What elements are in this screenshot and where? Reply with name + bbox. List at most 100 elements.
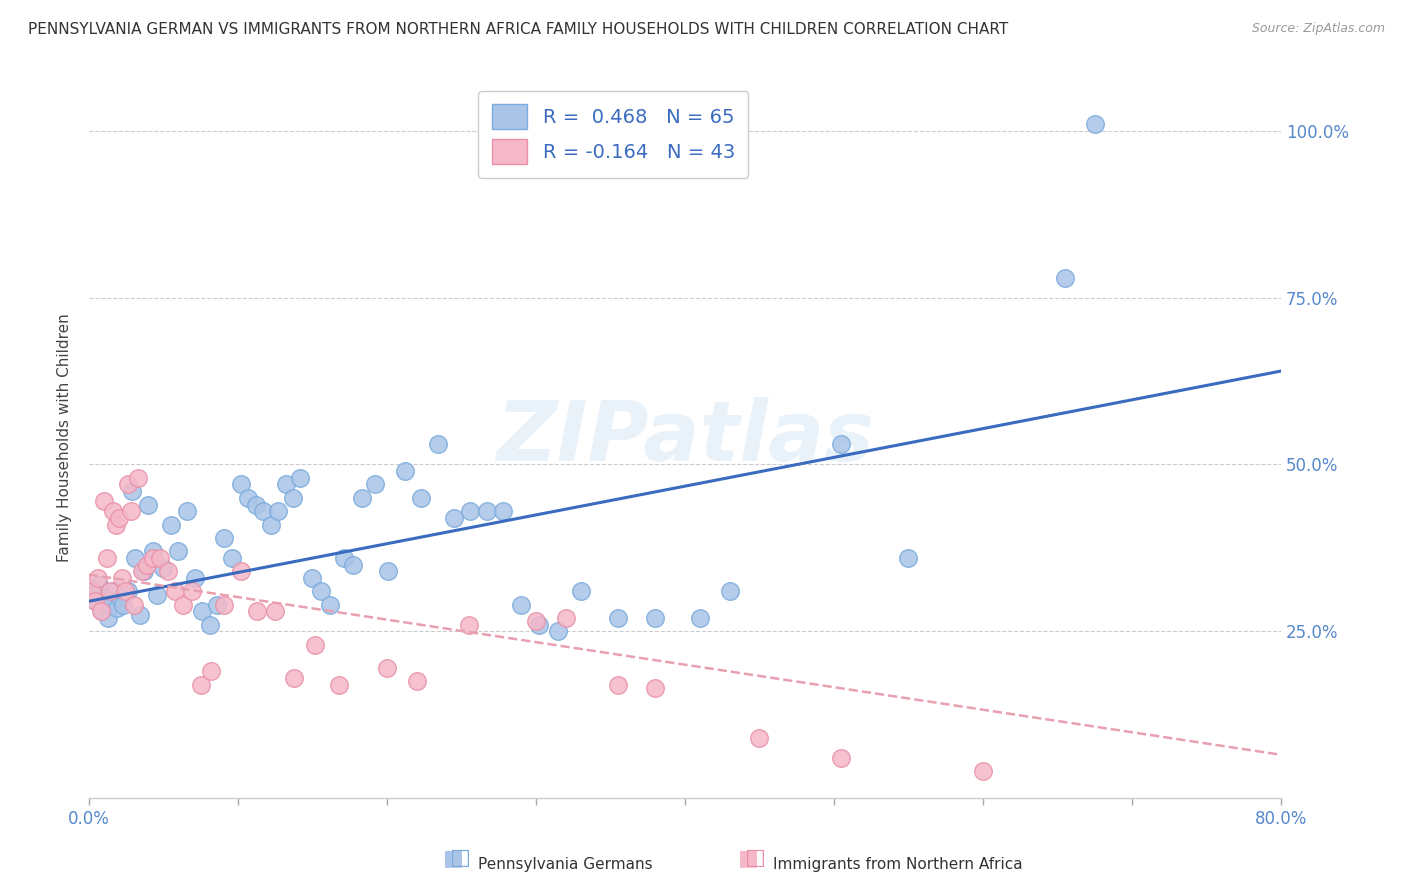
Point xyxy=(89,577,111,591)
Point xyxy=(238,491,260,505)
Point xyxy=(492,504,515,518)
Point xyxy=(190,678,212,692)
Point xyxy=(377,564,399,578)
Point xyxy=(183,571,205,585)
Point xyxy=(205,598,228,612)
Point xyxy=(426,437,449,451)
Point xyxy=(281,491,304,505)
Point xyxy=(1084,117,1107,131)
Point xyxy=(180,584,202,599)
Point xyxy=(1053,270,1076,285)
Point xyxy=(475,504,498,518)
Point xyxy=(176,504,198,518)
Point xyxy=(547,624,569,639)
Point xyxy=(972,764,994,779)
Point xyxy=(107,511,129,525)
Text: ■: ■ xyxy=(738,848,759,868)
Point xyxy=(138,498,160,512)
Point xyxy=(214,598,236,612)
Point xyxy=(290,471,312,485)
Point xyxy=(132,564,155,578)
Point xyxy=(229,477,252,491)
Point xyxy=(121,484,143,499)
Point xyxy=(156,564,179,578)
Point xyxy=(644,611,666,625)
Point xyxy=(443,511,465,525)
Point xyxy=(460,504,482,518)
Point xyxy=(142,544,165,558)
Point xyxy=(897,550,920,565)
Point xyxy=(342,558,364,572)
Point xyxy=(689,611,711,625)
Point xyxy=(274,477,297,491)
Point xyxy=(83,594,105,608)
Point xyxy=(127,471,149,485)
Point xyxy=(120,504,142,518)
Point xyxy=(510,598,533,612)
Text: □: □ xyxy=(745,848,766,868)
Point xyxy=(152,561,174,575)
Point xyxy=(142,550,165,565)
Point xyxy=(259,517,281,532)
Point xyxy=(114,584,136,599)
Text: Pennsylvania Germans: Pennsylvania Germans xyxy=(478,857,652,872)
Point xyxy=(200,665,222,679)
Point xyxy=(191,604,214,618)
Point xyxy=(91,604,114,618)
Point xyxy=(229,564,252,578)
Point xyxy=(101,504,124,518)
Point xyxy=(245,498,267,512)
Text: Source: ZipAtlas.com: Source: ZipAtlas.com xyxy=(1251,22,1385,36)
Point xyxy=(328,678,350,692)
Point xyxy=(165,584,187,599)
Point xyxy=(122,598,145,612)
Point xyxy=(457,617,479,632)
Legend: R =  0.468   N = 65, R = -0.164   N = 43: R = 0.468 N = 65, R = -0.164 N = 43 xyxy=(478,91,748,178)
Point xyxy=(350,491,373,505)
Point xyxy=(405,674,427,689)
Point xyxy=(97,611,120,625)
Point xyxy=(198,617,221,632)
Point xyxy=(830,437,852,451)
Point xyxy=(112,598,135,612)
Point xyxy=(411,491,433,505)
Point xyxy=(100,598,122,612)
Y-axis label: Family Households with Children: Family Households with Children xyxy=(58,313,72,562)
Point xyxy=(375,661,398,675)
Point xyxy=(124,550,146,565)
Point xyxy=(111,571,134,585)
Text: PENNSYLVANIA GERMAN VS IMMIGRANTS FROM NORTHERN AFRICA FAMILY HOUSEHOLDS WITH CH: PENNSYLVANIA GERMAN VS IMMIGRANTS FROM N… xyxy=(28,22,1008,37)
Point xyxy=(246,604,269,618)
Point xyxy=(87,571,110,585)
Point xyxy=(606,611,628,625)
Point xyxy=(149,550,172,565)
Point xyxy=(304,638,326,652)
Point xyxy=(364,477,387,491)
Point xyxy=(172,598,194,612)
Point xyxy=(167,544,190,558)
Point xyxy=(319,598,342,612)
Point xyxy=(117,584,139,599)
Point xyxy=(82,588,104,602)
Point xyxy=(267,504,290,518)
Point xyxy=(103,584,125,599)
Point xyxy=(84,594,107,608)
Point xyxy=(90,604,112,618)
Point xyxy=(128,607,150,622)
Point xyxy=(80,584,103,599)
Text: ■: ■ xyxy=(443,848,464,868)
Point xyxy=(264,604,287,618)
Point xyxy=(94,591,117,605)
Point xyxy=(554,611,576,625)
Point xyxy=(105,601,128,615)
Point xyxy=(394,464,416,478)
Point xyxy=(569,584,592,599)
Point xyxy=(214,531,236,545)
Point xyxy=(301,571,323,585)
Text: ZIPatlas: ZIPatlas xyxy=(496,397,875,478)
Point xyxy=(221,550,243,565)
Point xyxy=(96,550,118,565)
Point xyxy=(748,731,770,745)
Point xyxy=(644,681,666,695)
Point xyxy=(718,584,741,599)
